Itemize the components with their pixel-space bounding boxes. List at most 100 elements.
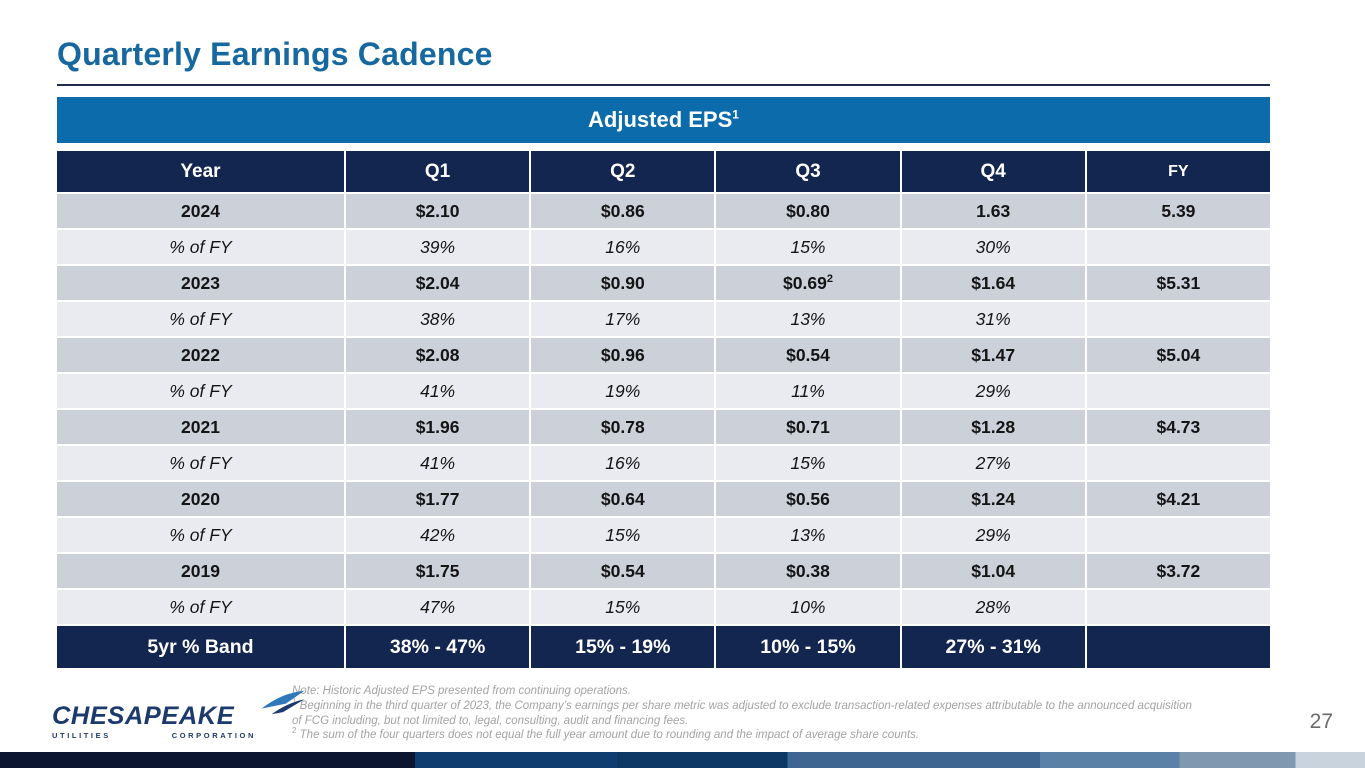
table-cell: $1.28 [901, 410, 1085, 444]
table-cell: $4.73 [1086, 410, 1270, 444]
table-cell: $0.96 [531, 338, 715, 372]
table-cell: 2021 [57, 410, 344, 444]
table-cell [1086, 590, 1270, 624]
table-cell: $2.10 [346, 194, 530, 228]
table-cell: 13% [716, 518, 900, 552]
table-cell: 5.39 [1086, 194, 1270, 228]
footnotes: Note: Historic Adjusted EPS presented fr… [292, 684, 1192, 743]
year-row: 2021 $1.96 $0.78 $0.71 $1.28 $4.73 [57, 410, 1270, 444]
title-underline [57, 84, 1270, 86]
table-cell: $1.75 [346, 554, 530, 588]
table-cell: $3.72 [1086, 554, 1270, 588]
table-cell: $0.56 [716, 482, 900, 516]
table-cell: $0.54 [531, 554, 715, 588]
column-header-q4: Q4 [901, 151, 1085, 192]
table-cell: 2022 [57, 338, 344, 372]
table-cell: 39% [346, 230, 530, 264]
logo-subtitle: UTILITIES CORPORATION [52, 731, 256, 740]
table-cell: 19% [531, 374, 715, 408]
table-cell: % of FY [57, 302, 344, 336]
table-cell: 10% - 15% [716, 626, 900, 668]
table-cell: $5.04 [1086, 338, 1270, 372]
table-cell: $1.96 [346, 410, 530, 444]
table-cell: 13% [716, 302, 900, 336]
table-cell: $0.86 [531, 194, 715, 228]
table-cell: $1.64 [901, 266, 1085, 300]
column-header-year: Year [57, 151, 344, 192]
table-cell: $2.04 [346, 266, 530, 300]
pct-row: % of FY 41% 16% 15% 27% [57, 446, 1270, 480]
chesapeake-logo: CHESAPEAKE UTILITIES CORPORATION [52, 690, 305, 740]
year-row: 2019 $1.75 $0.54 $0.38 $1.04 $3.72 [57, 554, 1270, 588]
table-cell: 15% - 19% [531, 626, 715, 668]
column-header-q1: Q1 [346, 151, 530, 192]
table-cell: $1.04 [901, 554, 1085, 588]
table-cell: $0.692 [716, 266, 900, 300]
table-cell: $1.47 [901, 338, 1085, 372]
table-cell [1086, 230, 1270, 264]
table-cell [1086, 374, 1270, 408]
table-cell: 1.63 [901, 194, 1085, 228]
table-cell: 15% [716, 446, 900, 480]
logo-subtitle-corporation: CORPORATION [171, 731, 256, 740]
table-cell: 30% [901, 230, 1085, 264]
table-cell: 15% [716, 230, 900, 264]
eps-table-body: 2024 $2.10 $0.86 $0.80 1.63 5.39% of FY 39% 16%… [57, 194, 1270, 668]
table-cell: 27% - 31% [901, 626, 1085, 668]
table-cell [1086, 302, 1270, 336]
table-title-banner: Adjusted EPS1 [57, 97, 1270, 143]
banner-title: Adjusted EPS [588, 107, 733, 132]
table-cell [1086, 626, 1270, 668]
year-row: 2022 $2.08 $0.96 $0.54 $1.47 $5.04 [57, 338, 1270, 372]
table-cell: $0.90 [531, 266, 715, 300]
table-cell: 2020 [57, 482, 344, 516]
table-cell: $0.78 [531, 410, 715, 444]
column-header-q3: Q3 [716, 151, 900, 192]
page-title: Quarterly Earnings Cadence [57, 36, 493, 72]
table-cell: % of FY [57, 518, 344, 552]
pct-row: % of FY 38% 17% 13% 31% [57, 302, 1270, 336]
table-cell: 38% - 47% [346, 626, 530, 668]
table-cell: $5.31 [1086, 266, 1270, 300]
table-cell: $0.71 [716, 410, 900, 444]
table-cell: 16% [531, 446, 715, 480]
footnote: Note: Historic Adjusted EPS presented fr… [292, 685, 632, 697]
table-cell [1086, 446, 1270, 480]
table-cell: 15% [531, 518, 715, 552]
table-cell: 41% [346, 374, 530, 408]
table-cell: 16% [531, 230, 715, 264]
pct-row: % of FY 42% 15% 13% 29% [57, 518, 1270, 552]
table-cell: 31% [901, 302, 1085, 336]
table-cell: 29% [901, 518, 1085, 552]
bottom-accent-bar [0, 752, 1365, 768]
table-cell: $0.38 [716, 554, 900, 588]
footnote: 1 Beginning in the third quarter of 2023… [292, 696, 1192, 727]
table-header-row: Year Q1 Q2 Q3 Q4 FY [57, 151, 1270, 192]
year-row: 2023 $2.04 $0.90 $0.692 $1.64 $5.31 [57, 266, 1270, 300]
table-cell: 27% [901, 446, 1085, 480]
table-cell: 5yr % Band [57, 626, 344, 668]
bird-swoosh-icon [261, 690, 305, 715]
table-cell: $0.54 [716, 338, 900, 372]
table-cell: % of FY [57, 590, 344, 624]
table-cell: $0.64 [531, 482, 715, 516]
table-cell: 29% [901, 374, 1085, 408]
pct-row: % of FY 39% 16% 15% 30% [57, 230, 1270, 264]
table-cell: % of FY [57, 374, 344, 408]
table-cell: $1.77 [346, 482, 530, 516]
table-cell: 28% [901, 590, 1085, 624]
logo-subtitle-utilities: UTILITIES [52, 731, 111, 740]
table-cell: 17% [531, 302, 715, 336]
table-cell: % of FY [57, 230, 344, 264]
table-cell: $0.80 [716, 194, 900, 228]
footnote: 2 The sum of the four quarters does not … [292, 726, 920, 742]
table-cell: $4.21 [1086, 482, 1270, 516]
table-cell: 2024 [57, 194, 344, 228]
table-cell [1086, 518, 1270, 552]
table-cell: 47% [346, 590, 530, 624]
pct-row: % of FY 47% 15% 10% 28% [57, 590, 1270, 624]
table-cell: $1.24 [901, 482, 1085, 516]
year-row: 2024 $2.10 $0.86 $0.80 1.63 5.39 [57, 194, 1270, 228]
column-header-fy: FY [1086, 151, 1270, 192]
